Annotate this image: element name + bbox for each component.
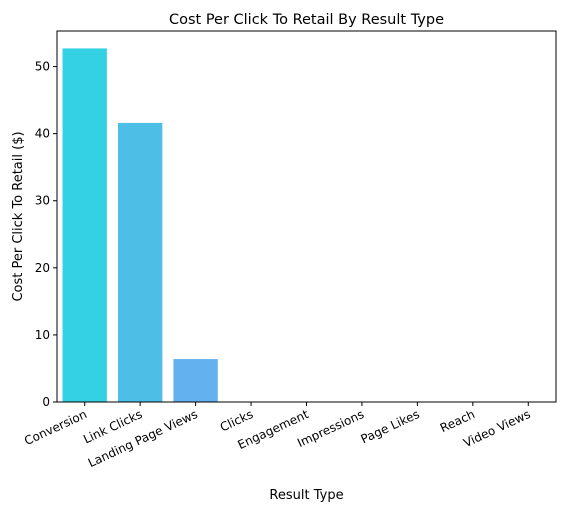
bar-landing-page-views xyxy=(173,359,218,402)
plot-frame xyxy=(56,30,557,403)
x-tick-label: Clicks xyxy=(218,407,256,434)
x-axis-label: Result Type xyxy=(269,488,343,503)
y-tick-label: 10 xyxy=(35,328,50,342)
y-axis-ticks: 0 10 20 30 40 50 xyxy=(35,60,57,409)
chart-title: Cost Per Click To Retail By Result Type xyxy=(169,12,444,28)
y-tick-label: 50 xyxy=(35,60,50,74)
y-axis-label: Cost Per Click To Retail ($) xyxy=(11,131,26,301)
x-tick-label: Reach xyxy=(438,407,477,435)
y-tick-label: 40 xyxy=(35,127,50,141)
y-tick-label: 0 xyxy=(42,395,50,409)
bar-conversion xyxy=(62,48,107,402)
bar-link-clicks xyxy=(117,122,163,402)
y-tick-label: 30 xyxy=(35,194,50,208)
bars-group xyxy=(62,48,218,402)
x-tick-label: Page Likes xyxy=(359,407,422,446)
x-tick-label: Conversion xyxy=(22,407,89,448)
y-tick-label: 20 xyxy=(35,261,50,275)
